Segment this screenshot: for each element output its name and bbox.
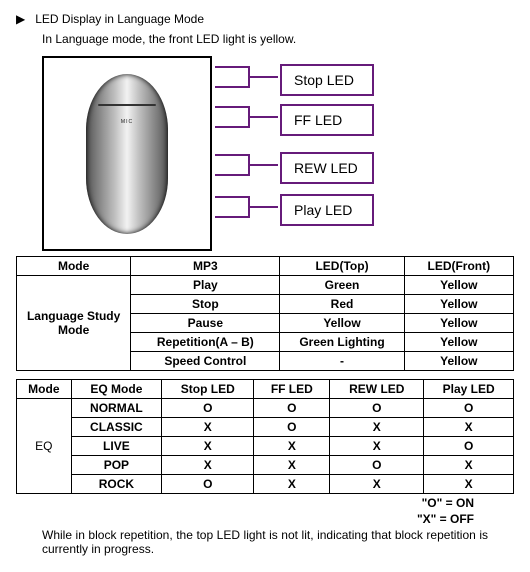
table-row: ROCK O X X X — [17, 475, 514, 494]
legend-on: "O" = ON — [16, 496, 514, 510]
table-row: LIVE X X X O — [17, 437, 514, 456]
label-stop-led: Stop LED — [280, 64, 374, 96]
cell: O — [162, 399, 254, 418]
mode-table: Mode MP3 LED(Top) LED(Front) Language St… — [16, 256, 514, 371]
cell: O — [424, 437, 514, 456]
stem — [248, 206, 278, 208]
section-title: LED Display in Language Mode — [35, 12, 204, 26]
led-diagram: MIC Stop LED FF LED REW LED Play LED — [42, 56, 462, 246]
rowgroup-language: Language Study Mode — [17, 276, 131, 371]
cell: Red — [280, 295, 404, 314]
cell: Stop — [131, 295, 280, 314]
col-rew: REW LED — [330, 380, 424, 399]
col-stop: Stop LED — [162, 380, 254, 399]
col-eqmode: EQ Mode — [71, 380, 161, 399]
cell: O — [330, 399, 424, 418]
rowgroup-eq: EQ — [17, 399, 72, 494]
table-row: EQ NORMAL O O O O — [17, 399, 514, 418]
col-mp3: MP3 — [131, 257, 280, 276]
cell: POP — [71, 456, 161, 475]
cell: Green Lighting — [280, 333, 404, 352]
cell: X — [424, 456, 514, 475]
mic-label: MIC — [121, 119, 133, 125]
bracket-rew — [215, 154, 250, 176]
cell: NORMAL — [71, 399, 161, 418]
stem — [248, 116, 278, 118]
cell: X — [254, 475, 330, 494]
cell: Speed Control — [131, 352, 280, 371]
legend-off: "X" = OFF — [16, 512, 514, 526]
cell: X — [330, 418, 424, 437]
cell: X — [424, 475, 514, 494]
cell: X — [330, 437, 424, 456]
device-frame: MIC — [42, 56, 212, 251]
cell: Yellow — [404, 295, 513, 314]
cell: Yellow — [404, 333, 513, 352]
label-ff-led: FF LED — [280, 104, 374, 136]
cell: Play — [131, 276, 280, 295]
cell: O — [162, 475, 254, 494]
col-led-top: LED(Top) — [280, 257, 404, 276]
section-header: ▶ LED Display in Language Mode — [16, 12, 514, 26]
cell: X — [254, 437, 330, 456]
cell: Yellow — [404, 314, 513, 333]
cell: X — [162, 418, 254, 437]
bracket-play — [215, 196, 250, 218]
cell: Repetition(A – B) — [131, 333, 280, 352]
cell: O — [424, 399, 514, 418]
col-mode: Mode — [17, 380, 72, 399]
table-row: POP X X O X — [17, 456, 514, 475]
device-body: MIC — [86, 74, 168, 234]
table-row: Mode MP3 LED(Top) LED(Front) — [17, 257, 514, 276]
cell: Pause — [131, 314, 280, 333]
cell: X — [162, 437, 254, 456]
table-row: Language Study Mode Play Green Yellow — [17, 276, 514, 295]
col-ff: FF LED — [254, 380, 330, 399]
table-row: CLASSIC X O X X — [17, 418, 514, 437]
cell: O — [254, 399, 330, 418]
cell: Yellow — [404, 352, 513, 371]
cell: ROCK — [71, 475, 161, 494]
eq-table: Mode EQ Mode Stop LED FF LED REW LED Pla… — [16, 379, 514, 494]
cell: Yellow — [404, 276, 513, 295]
col-play: Play LED — [424, 380, 514, 399]
cell: Green — [280, 276, 404, 295]
cell: O — [330, 456, 424, 475]
stem — [248, 164, 278, 166]
cell: X — [162, 456, 254, 475]
bracket-ff — [215, 106, 250, 128]
cell: X — [254, 456, 330, 475]
table-row: Mode EQ Mode Stop LED FF LED REW LED Pla… — [17, 380, 514, 399]
label-play-led: Play LED — [280, 194, 374, 226]
cell: O — [254, 418, 330, 437]
cell: - — [280, 352, 404, 371]
col-mode: Mode — [17, 257, 131, 276]
cell: X — [330, 475, 424, 494]
label-rew-led: REW LED — [280, 152, 374, 184]
col-led-front: LED(Front) — [404, 257, 513, 276]
intro-text: In Language mode, the front LED light is… — [42, 32, 514, 46]
section-marker: ▶ — [16, 12, 25, 26]
bracket-stop — [215, 66, 250, 88]
cell: Yellow — [280, 314, 404, 333]
footnote: While in block repetition, the top LED l… — [42, 528, 488, 556]
cell: X — [424, 418, 514, 437]
stem — [248, 76, 278, 78]
cell: LIVE — [71, 437, 161, 456]
cell: CLASSIC — [71, 418, 161, 437]
